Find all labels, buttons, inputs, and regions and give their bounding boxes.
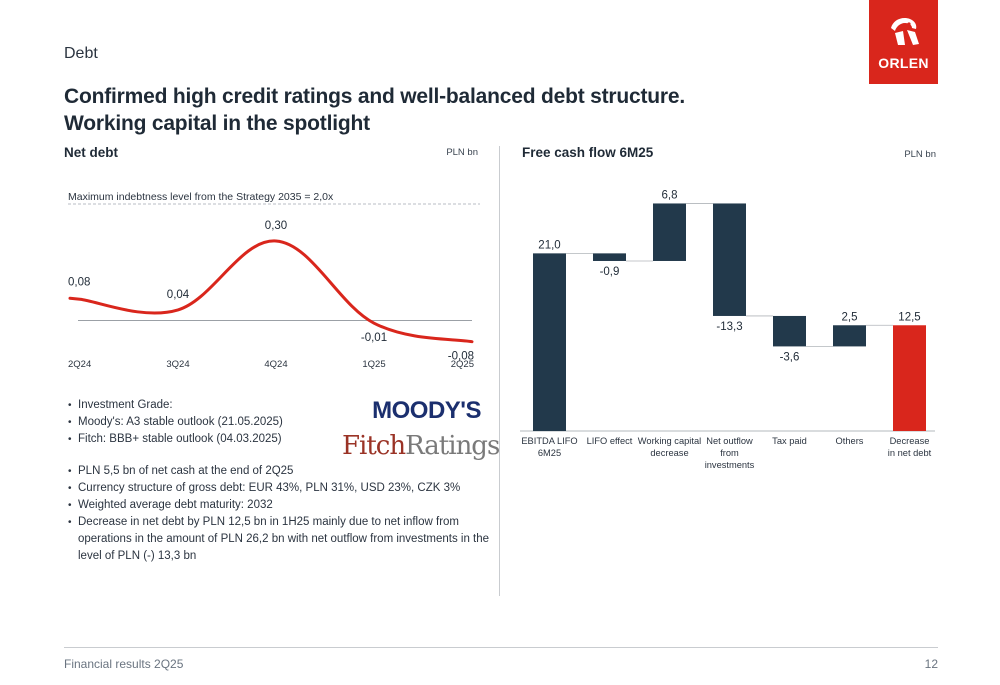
net-debt-value-label: 0,30	[265, 220, 287, 232]
bullet-fitch-text: Fitch: BBB+ stable outlook (04.03.2025)	[78, 433, 282, 445]
fcf-bar	[533, 253, 566, 431]
fcf-category-label: Tax paid	[772, 436, 807, 446]
strategy-reference-label: Maximum indebtness level from the Strate…	[68, 191, 334, 203]
bullet-list: Investment Grade: Moody's: A3 stable out…	[68, 397, 498, 565]
fcf-value-label: -0,9	[600, 266, 620, 278]
bullet-net-debt-decrease: Decrease in net debt by PLN 12,5 bn in 1…	[68, 514, 498, 565]
net-debt-x-tick: 2Q24	[68, 359, 91, 370]
fcf-value-label: 21,0	[538, 239, 560, 251]
net-debt-x-tick: 1Q25	[362, 359, 385, 370]
fcf-value-label: -3,6	[780, 351, 800, 363]
net-debt-value-label: 0,04	[167, 289, 190, 301]
fcf-category-label: Net outflow from investments	[705, 436, 755, 470]
fitch-ratings-logo: FitchRatings	[342, 431, 500, 461]
fcf-value-label: 6,8	[662, 189, 678, 201]
ratings-logo-part: Ratings	[405, 431, 500, 461]
net-debt-value-label: 0,08	[68, 276, 90, 288]
fcf-bar	[833, 325, 866, 347]
net-debt-value-label: -0,01	[361, 332, 387, 344]
fcf-waterfall-chart: 21,0 -0,9 6,8 -13,3 -3,6 2,5 12,5 EBITDA LIFO 6…	[520, 189, 935, 470]
fcf-unit: PLN bn	[904, 149, 936, 160]
page-title: Confirmed high credit ratings and well-b…	[64, 83, 824, 137]
page-number: 12	[924, 657, 938, 671]
fcf-category-label: LIFO effect	[587, 436, 633, 446]
fcf-category-label: EBITDA LIFO 6M25	[521, 436, 577, 458]
fcf-category-label: Decrease in net debt	[888, 436, 932, 458]
section-label: Debt	[64, 45, 98, 62]
fcf-value-label: 12,5	[898, 311, 920, 323]
fcf-value-label: -13,3	[716, 321, 742, 333]
fcf-category-label: Others	[836, 436, 864, 446]
fcf-value-label: 2,5	[842, 311, 858, 323]
bullet-moodys: Moody's: A3 stable outlook (21.05.2025)	[68, 414, 498, 431]
logo-text: ORLEN	[878, 55, 929, 71]
eagle-icon	[891, 18, 919, 45]
net-debt-title: Net debt	[64, 145, 118, 160]
footer-divider	[64, 647, 938, 648]
fcf-bar	[893, 325, 926, 431]
page-title-line1: Confirmed high credit ratings and well-b…	[64, 85, 685, 108]
orlen-logo: ORLEN	[869, 0, 938, 84]
bullet-investment-grade: Investment Grade:	[68, 397, 498, 414]
bullet-maturity: Weighted average debt maturity: 2032	[68, 497, 498, 514]
panel-divider	[499, 146, 500, 596]
bullet-net-cash: PLN 5,5 bn of net cash at the end of 2Q2…	[68, 463, 498, 480]
fcf-bar	[653, 203, 686, 261]
net-debt-series-line	[68, 239, 474, 344]
page-title-line2: Working capital in the spotlight	[64, 112, 370, 135]
fcf-title: Free cash flow 6M25	[522, 145, 654, 160]
fitch-logo-part: Fitch	[342, 431, 406, 461]
net-debt-chart: Maximum indebtness level from the Strate…	[68, 191, 480, 370]
bullet-fitch: Fitch: BBB+ stable outlook (04.03.2025)	[68, 431, 498, 448]
fcf-bar	[593, 253, 626, 261]
fcf-bar	[713, 203, 746, 316]
fcf-bar	[773, 315, 806, 347]
moodys-logo: MOODY'S	[372, 397, 481, 424]
fcf-category-label: Working capital decrease	[638, 436, 701, 458]
net-debt-value-label: -0,08	[448, 351, 474, 363]
bullet-moodys-text: Moody's: A3 stable outlook (21.05.2025)	[78, 416, 283, 428]
net-debt-x-tick: 4Q24	[264, 359, 287, 370]
net-debt-x-tick: 2Q25	[451, 359, 474, 370]
net-debt-unit: PLN bn	[446, 147, 478, 158]
net-debt-x-tick: 3Q24	[166, 359, 189, 370]
footer-label: Financial results 2Q25	[64, 657, 184, 671]
bullet-currency: Currency structure of gross debt: EUR 43…	[68, 480, 498, 497]
